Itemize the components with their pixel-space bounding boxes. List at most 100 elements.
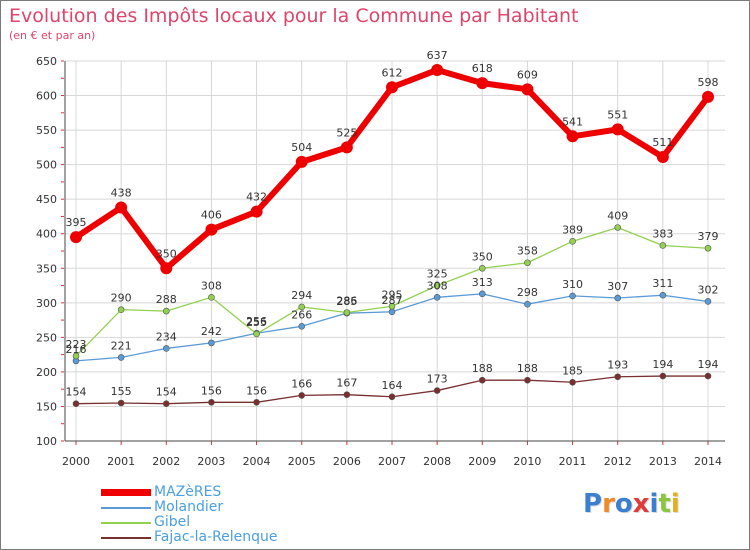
data-label: 302 <box>698 283 719 296</box>
data-label: 154 <box>156 386 177 399</box>
data-label: 223 <box>66 338 87 351</box>
data-point <box>208 293 215 301</box>
data-point <box>433 293 441 301</box>
data-label: 379 <box>698 230 719 243</box>
x-tick-label: 2000 <box>62 455 90 468</box>
data-point <box>569 378 576 386</box>
data-point <box>72 352 80 360</box>
y-tick-label: 550 <box>36 124 57 137</box>
data-label: 389 <box>562 223 583 236</box>
data-label: 438 <box>111 186 132 199</box>
x-tick-label: 2007 <box>378 455 406 468</box>
data-label: 504 <box>291 141 312 154</box>
x-tick-label: 2012 <box>604 455 632 468</box>
data-point <box>433 282 441 289</box>
data-label: 409 <box>607 210 628 223</box>
data-label: 525 <box>336 126 357 139</box>
data-point <box>117 306 125 314</box>
logo-letter: o <box>614 489 633 519</box>
x-tick-label: 2008 <box>423 455 451 468</box>
data-label: 173 <box>427 373 448 386</box>
data-point <box>656 151 669 164</box>
data-label: 286 <box>336 294 357 307</box>
data-point <box>343 309 351 316</box>
data-point <box>208 339 215 347</box>
data-label: 294 <box>291 289 312 302</box>
x-tick-label: 2009 <box>468 455 496 468</box>
data-point <box>70 231 82 244</box>
data-label: 194 <box>652 358 673 371</box>
data-label: 234 <box>156 330 177 343</box>
x-tick-label: 2003 <box>197 455 225 468</box>
data-label: 290 <box>111 292 132 305</box>
logo-letter: r <box>602 489 615 519</box>
data-label: 358 <box>517 245 538 258</box>
data-point <box>253 330 260 338</box>
data-label: 155 <box>111 385 132 398</box>
data-label: 193 <box>607 359 628 372</box>
data-label: 383 <box>652 227 673 240</box>
data-label: 194 <box>698 358 719 371</box>
data-point <box>298 323 306 330</box>
data-label: 311 <box>652 277 673 290</box>
data-point <box>566 130 579 143</box>
data-label: 298 <box>517 286 538 299</box>
x-tick-label: 2011 <box>559 455 587 468</box>
data-point <box>478 264 486 272</box>
data-point <box>298 303 306 311</box>
data-label: 598 <box>698 76 719 89</box>
x-tick-label: 2010 <box>513 455 541 468</box>
logo-letter: P <box>583 489 603 519</box>
proxiti-logo: Proxiti <box>583 489 680 519</box>
data-label: 166 <box>291 377 312 390</box>
data-point <box>524 300 531 308</box>
data-label: 541 <box>562 115 583 128</box>
x-tick-label: 2001 <box>107 455 135 468</box>
y-tick-label: 300 <box>36 297 57 310</box>
data-point <box>388 393 396 401</box>
data-point <box>569 238 576 245</box>
data-label: 185 <box>562 364 583 377</box>
data-label: 406 <box>201 209 222 222</box>
data-point <box>386 81 398 94</box>
data-point <box>704 244 712 252</box>
data-point <box>611 123 624 136</box>
y-tick-label: 650 <box>36 55 57 68</box>
data-point <box>253 399 260 406</box>
data-point <box>388 302 396 310</box>
data-point <box>614 224 622 231</box>
data-point <box>160 262 173 275</box>
legend-swatch <box>101 489 151 496</box>
data-point <box>72 400 80 407</box>
data-point <box>162 345 170 352</box>
data-point <box>521 83 534 96</box>
data-point <box>704 372 712 380</box>
y-tick-label: 500 <box>36 159 57 172</box>
data-point <box>614 373 622 381</box>
x-tick-label: 2002 <box>152 455 180 468</box>
data-label: 255 <box>246 316 267 329</box>
y-tick-label: 200 <box>36 366 57 379</box>
logo-letter: i <box>670 489 680 519</box>
data-point <box>702 90 714 103</box>
data-point <box>524 376 531 384</box>
data-point <box>524 259 531 267</box>
legend-swatch <box>101 522 151 524</box>
data-label: 551 <box>607 108 628 121</box>
data-point <box>659 242 667 249</box>
data-point <box>205 223 218 236</box>
data-label: 164 <box>382 379 403 392</box>
x-tick-label: 2014 <box>694 455 722 468</box>
data-point <box>433 387 441 394</box>
x-tick-label: 2013 <box>649 455 677 468</box>
data-point <box>431 63 444 76</box>
data-label: 156 <box>201 384 222 397</box>
legend-swatch <box>101 537 151 539</box>
chart-subtitle: (en € et par an) <box>9 29 96 42</box>
data-point <box>250 205 263 218</box>
data-label: 313 <box>472 276 493 289</box>
y-tick-label: 600 <box>36 90 57 103</box>
data-label: 295 <box>382 288 403 301</box>
